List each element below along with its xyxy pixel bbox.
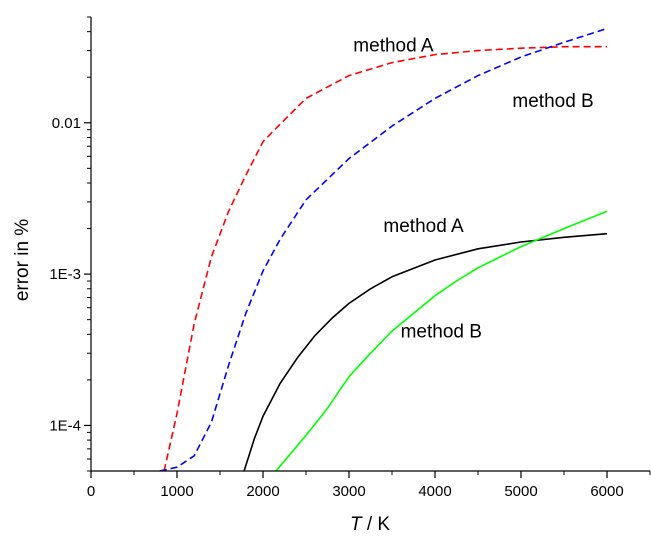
series-line-4 xyxy=(275,210,608,471)
x-tick-label: 4000 xyxy=(418,483,451,500)
series-line-2 xyxy=(159,27,608,471)
series-label-2: method B xyxy=(512,91,593,112)
x-axis-title: T / K xyxy=(350,514,390,535)
x-tick-label: 6000 xyxy=(590,483,623,500)
series-layer xyxy=(159,27,608,471)
x-tick-label: 1000 xyxy=(160,483,193,500)
y-tick-label: 0.01 xyxy=(52,115,81,132)
y-axis-title: error in % xyxy=(12,219,33,301)
series-line-1 xyxy=(163,45,607,471)
axes-layer: 0 1000 2000 3000 4000 5000 6000 1E-4 1E-3 0.01 xyxy=(49,16,651,500)
annotation-layer: method A method B method A method B xyxy=(353,36,593,343)
x-tick-label: 2000 xyxy=(246,483,279,500)
x-axis-variable: T xyxy=(350,514,363,535)
x-axis-unit: / K xyxy=(362,514,391,535)
x-tick-label: 0 xyxy=(87,483,95,500)
x-tick-label: 5000 xyxy=(504,483,537,500)
series-label-3: method A xyxy=(383,216,464,237)
series-line-3 xyxy=(243,232,608,471)
series-label-1: method A xyxy=(353,36,434,57)
y-tick-label: 1E-3 xyxy=(49,266,81,283)
series-label-4: method B xyxy=(401,322,482,343)
x-tick-label: 3000 xyxy=(332,483,365,500)
y-tick-label: 1E-4 xyxy=(49,417,81,434)
